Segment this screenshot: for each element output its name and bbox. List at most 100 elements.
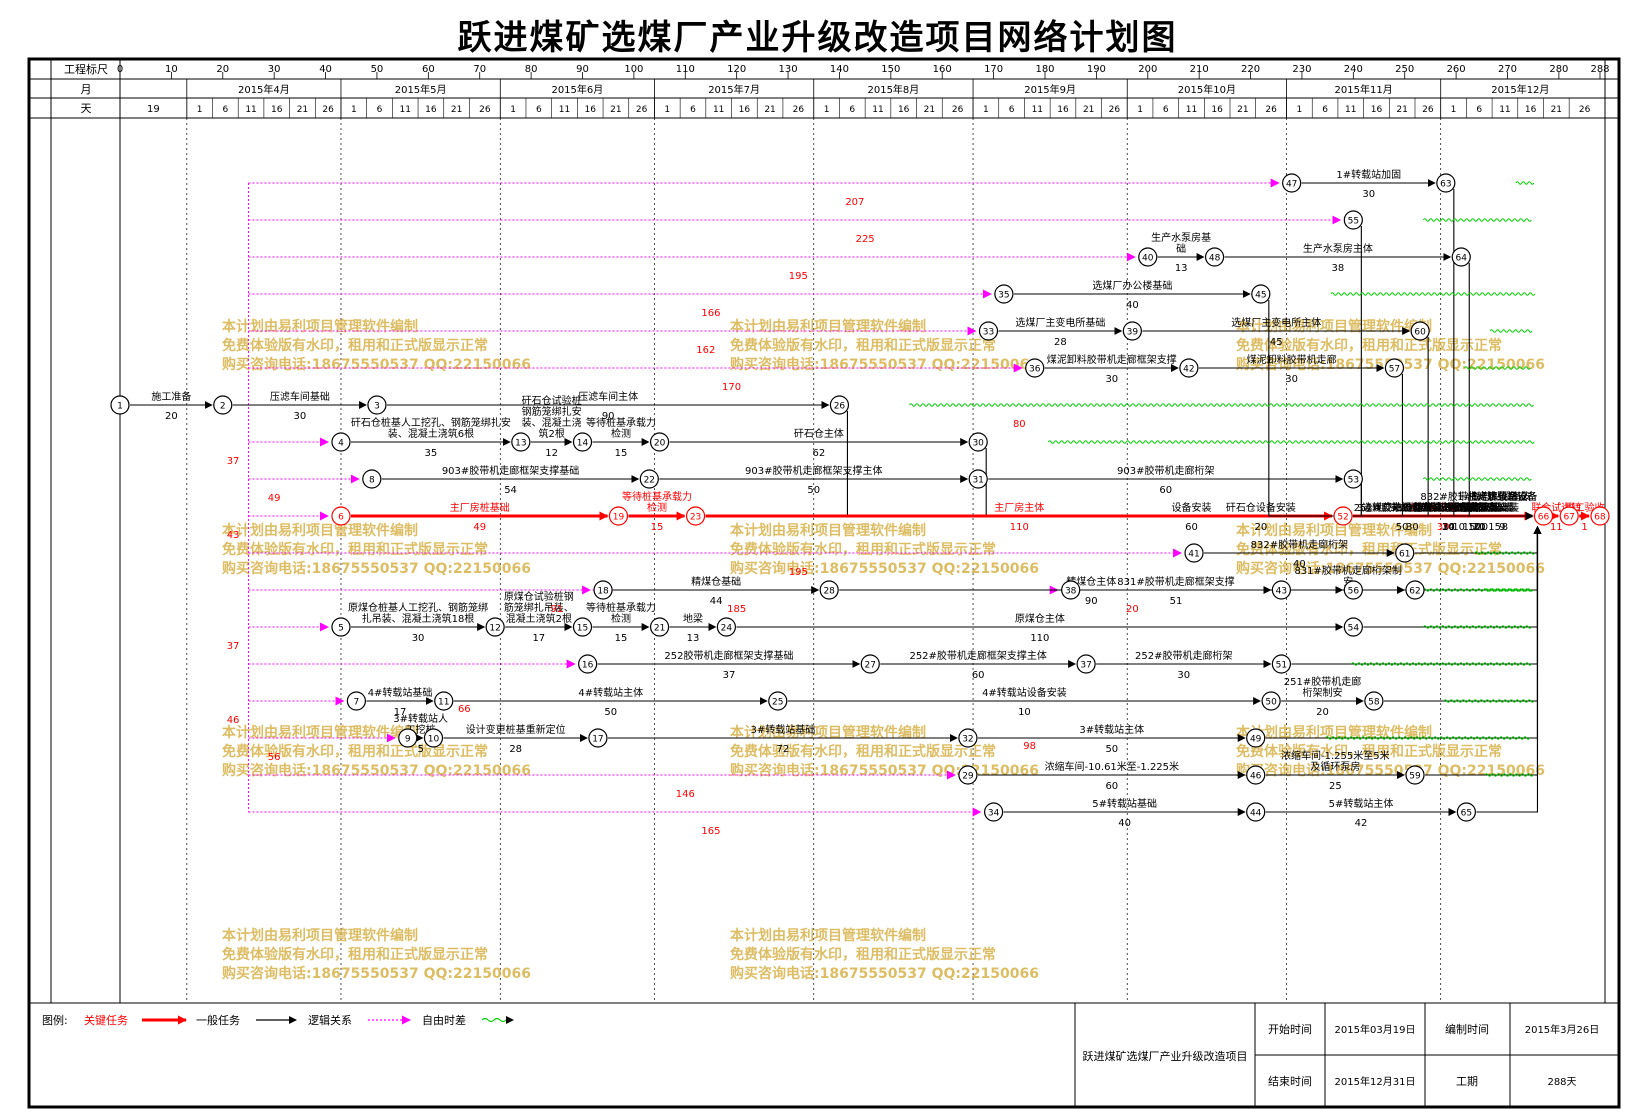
watermark-text: 免费体验版有水印，租用和正式版显示正常 xyxy=(1236,337,1502,354)
event-node xyxy=(829,395,850,415)
day-label: 6 xyxy=(377,105,383,115)
event-node xyxy=(1179,358,1199,378)
task-duration: 60 xyxy=(1185,522,1198,533)
day-label: 21 xyxy=(297,105,308,115)
watermark-text: 购买咨询电话:18675550537 QQ:22150066 xyxy=(222,560,531,577)
float-label: 20 xyxy=(1126,604,1139,615)
task-name: 设备安装 xyxy=(1459,501,1499,514)
free-float-wave xyxy=(1422,218,1532,222)
scale-tick-label: 160 xyxy=(933,64,952,75)
day-label: 1 xyxy=(510,105,516,115)
task-name: 252胶带机走廊框架支撑基础 xyxy=(664,649,793,662)
task-duration: 44 xyxy=(710,596,723,607)
task-name: 压滤车间主体 xyxy=(578,390,638,403)
compile-value: 2015年3月26日 xyxy=(1525,1023,1600,1036)
free-float-wave xyxy=(1422,477,1532,481)
start-value: 2015年03月19日 xyxy=(1335,1023,1416,1036)
task-name: 煤泥卸料胶带机走廊 xyxy=(1247,353,1337,366)
scale-tick-label: 280 xyxy=(1549,64,1568,75)
task-duration: 40 xyxy=(1118,818,1131,829)
event-node-number: 50 xyxy=(1265,698,1277,708)
scale-tick-label: 50 xyxy=(371,64,384,75)
watermark-text: 购买咨询电话:18675550537 QQ:22150066 xyxy=(730,965,1039,982)
day-label: 26 xyxy=(479,105,491,115)
event-node-number: 68 xyxy=(1594,513,1606,523)
scale-tick-label: 150 xyxy=(881,64,900,75)
free-float-wave xyxy=(1325,736,1531,740)
event-node-number: 62 xyxy=(1409,587,1420,597)
free-float-wave xyxy=(909,403,1534,407)
event-node-number: 24 xyxy=(721,624,733,634)
watermark-text: 免费体验版有水印，租用和正式版显示正常 xyxy=(222,946,488,963)
row-label-day: 天 xyxy=(81,102,92,115)
task-name: 原精煤上仓皮带加固 xyxy=(1403,501,1493,514)
event-node xyxy=(1343,210,1363,230)
day-label: 1 xyxy=(351,105,357,115)
event-node-number: 6 xyxy=(338,513,344,523)
task-name: 主厂房设备安装 xyxy=(1408,501,1478,514)
free-float-wave xyxy=(1515,181,1535,185)
day-label: 16 xyxy=(271,105,283,115)
task-name: 桁架制安 xyxy=(1303,686,1343,699)
month-label: 2015年6月 xyxy=(551,83,603,96)
event-node xyxy=(1436,173,1456,193)
day-label: 1 xyxy=(824,105,830,115)
task-name: 252#胶带机走廊设备安装 xyxy=(1354,501,1471,514)
day-label: 16 xyxy=(898,105,910,115)
day-label: 26 xyxy=(1422,105,1434,115)
day-label: 11 xyxy=(872,105,883,115)
watermark-text: 本计划由易利项目管理软件编制 xyxy=(1236,724,1432,741)
task-name: 设备安装 xyxy=(1462,501,1502,514)
watermark-text: 本计划由易利项目管理软件编制 xyxy=(222,522,418,539)
event-node xyxy=(768,691,788,711)
task-lines: 施工准备 20 压滤车间基础 30 压滤车间主体 90 矸石仓桩基人工挖孔、钢筋笼绑扎安装、… xyxy=(130,168,1605,829)
task-name: 252#胶带机走廊框架支撑主体 xyxy=(909,649,1046,662)
task-duration: 54 xyxy=(504,485,517,496)
free-float-wave xyxy=(1422,588,1532,592)
day-label: 26 xyxy=(1579,105,1591,115)
day-label: 6 xyxy=(1322,105,1328,115)
event-node xyxy=(1251,284,1271,304)
task-duration: 38 xyxy=(1332,263,1345,274)
task-name: 安装 xyxy=(1495,501,1515,514)
watermark-text: 本计划由易利项目管理软件编制 xyxy=(222,724,418,741)
task-name: 检测 xyxy=(611,427,631,440)
day-label: 6 xyxy=(1476,105,1482,115)
watermark-text: 购买咨询电话:18675550537 QQ:22150066 xyxy=(730,762,1039,779)
event-node-number: 36 xyxy=(1029,365,1041,375)
day-label: 1 xyxy=(983,105,989,115)
event-node-number: 40 xyxy=(1142,254,1154,264)
event-node-number: 21 xyxy=(654,624,665,634)
event-node-number: 67 xyxy=(1563,513,1574,523)
float-label: 37 xyxy=(227,456,240,467)
day-label: 16 xyxy=(425,105,437,115)
task-name: 等待桩基承载力 xyxy=(586,416,656,429)
event-node-number: 37 xyxy=(1080,661,1091,671)
event-node xyxy=(331,506,351,526)
float-label: 195 xyxy=(789,567,808,578)
event-node xyxy=(1343,469,1363,489)
scale-tick-label: 140 xyxy=(830,64,849,75)
task-duration: 17 xyxy=(394,707,407,718)
watermark-text: 免费体验版有水印，租用和正式版显示正常 xyxy=(1236,743,1502,760)
task-name: 混凝土浇筑2根 xyxy=(506,612,572,625)
day-label: 16 xyxy=(1371,105,1383,115)
task-name: 主厂房桩基础 xyxy=(450,501,510,514)
event-node-number: 4 xyxy=(338,439,344,449)
float-label: 91 xyxy=(550,604,563,615)
task-duration: 20 xyxy=(1254,522,1267,533)
month-label: 2015年10月 xyxy=(1178,83,1236,96)
day-label: 21 xyxy=(1551,105,1562,115)
watermark-text: 本计划由易利项目管理软件编制 xyxy=(730,318,926,335)
event-node-number: 52 xyxy=(1337,513,1348,523)
task-duration: 42 xyxy=(1355,818,1368,829)
task-duration: 14 xyxy=(1442,522,1455,533)
task-name: 生产水泵房主体 xyxy=(1303,242,1373,255)
task-duration: 5 xyxy=(417,744,423,755)
float-label: 56 xyxy=(268,752,281,763)
task-name: 4#转载站主体 xyxy=(578,686,643,699)
task-duration: 11 xyxy=(1550,522,1563,533)
task-name: 选煤厂主变电所主体 xyxy=(1231,316,1321,329)
task-duration: 17 xyxy=(532,633,545,644)
